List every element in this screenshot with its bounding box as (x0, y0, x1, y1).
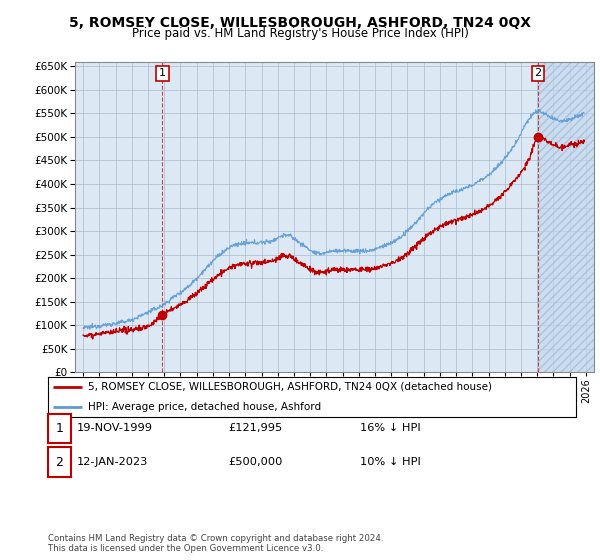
Text: Contains HM Land Registry data © Crown copyright and database right 2024.
This d: Contains HM Land Registry data © Crown c… (48, 534, 383, 553)
Text: £500,000: £500,000 (228, 457, 283, 467)
Text: HPI: Average price, detached house, Ashford: HPI: Average price, detached house, Ashf… (88, 402, 321, 412)
Text: 1: 1 (159, 68, 166, 78)
Text: 5, ROMSEY CLOSE, WILLESBOROUGH, ASHFORD, TN24 0QX (detached house): 5, ROMSEY CLOSE, WILLESBOROUGH, ASHFORD,… (88, 382, 491, 392)
Text: £121,995: £121,995 (228, 423, 282, 433)
Text: 2: 2 (535, 68, 541, 78)
Text: 19-NOV-1999: 19-NOV-1999 (77, 423, 153, 433)
Text: 12-JAN-2023: 12-JAN-2023 (77, 457, 148, 467)
Text: Price paid vs. HM Land Registry's House Price Index (HPI): Price paid vs. HM Land Registry's House … (131, 27, 469, 40)
Text: 2: 2 (55, 455, 64, 469)
Text: 5, ROMSEY CLOSE, WILLESBOROUGH, ASHFORD, TN24 0QX: 5, ROMSEY CLOSE, WILLESBOROUGH, ASHFORD,… (69, 16, 531, 30)
Text: 16% ↓ HPI: 16% ↓ HPI (360, 423, 421, 433)
Text: 1: 1 (55, 422, 64, 435)
Text: 10% ↓ HPI: 10% ↓ HPI (360, 457, 421, 467)
Bar (538, 62, 594, 372)
